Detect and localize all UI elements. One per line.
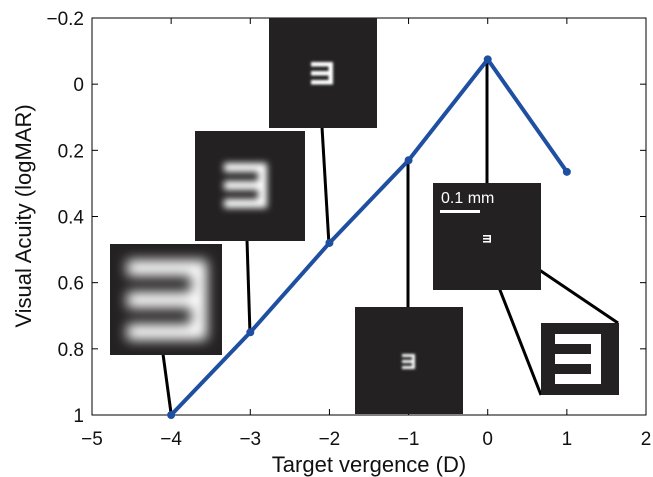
inset-image-blur-large: [110, 244, 222, 355]
x-tick-label: −5: [81, 429, 103, 450]
x-tick-label: −2: [319, 429, 341, 450]
x-tick-label: −4: [160, 429, 182, 450]
inset-image-sharp: 0.1 mm: [433, 183, 541, 290]
y-tick-label: 0.8: [58, 340, 84, 361]
x-axis-label: Target vergence (D): [272, 452, 466, 477]
x-tick-label: 0: [482, 429, 493, 450]
x-tick-labels: −5 −4 −3 −2 −1 0 1 2: [81, 429, 651, 450]
scale-bar: [440, 210, 480, 213]
y-tick-label: 0.6: [58, 274, 84, 295]
connector-line: [161, 353, 173, 414]
inset-image-near-sharp: [355, 307, 463, 414]
y-tick-label: 0.4: [58, 208, 85, 229]
inset-image-blur-small: [269, 18, 377, 128]
y-tick-label: 0: [73, 75, 84, 96]
scale-bar-label: 0.1 mm: [441, 190, 494, 207]
data-point: [246, 328, 255, 337]
data-point: [404, 156, 413, 165]
y-tick-label: 1: [73, 406, 84, 427]
connector-line: [320, 126, 331, 246]
data-point: [325, 238, 334, 247]
connector-line: [245, 239, 252, 335]
data-point: [562, 167, 571, 176]
y-tick-label: 0.2: [58, 141, 84, 162]
x-tick-label: 1: [562, 429, 573, 450]
series-line: [169, 57, 569, 417]
inset-image-zoom: [541, 323, 619, 395]
data-point: [483, 55, 492, 64]
data-point: [167, 411, 176, 419]
x-tick-label: −1: [398, 429, 420, 450]
x-tick-label: −3: [239, 429, 261, 450]
axis-ticks: [91, 17, 647, 416]
y-axis-label: Visual Acuity (logMAR): [11, 104, 36, 327]
y-tick-label: −0.2: [46, 9, 84, 30]
data-series: [167, 55, 571, 419]
inset-image-blur-medium: [195, 131, 305, 241]
x-tick-label: 2: [641, 429, 652, 450]
y-tick-labels: −0.2 0 0.2 0.4 0.6 0.8 1: [46, 9, 84, 427]
